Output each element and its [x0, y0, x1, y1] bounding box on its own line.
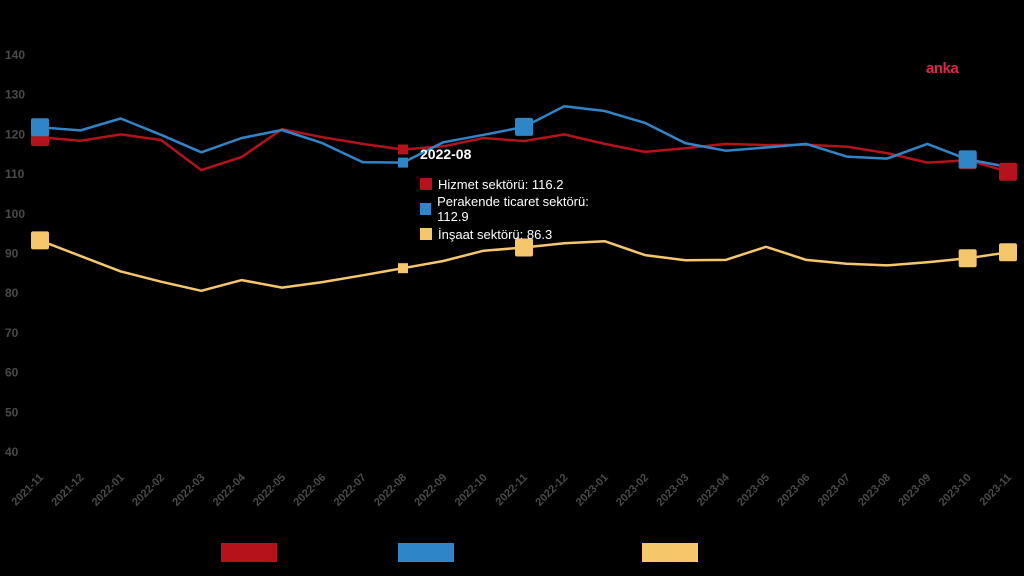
hover-marker-hizmet-sekt-r[interactable] [398, 144, 408, 155]
x-tick-label: 2022-01 [90, 472, 127, 509]
x-tick-label: 2022-11 [494, 472, 531, 509]
x-tick-label: 2021-11 [10, 472, 47, 509]
x-tick-label: 2022-04 [211, 471, 249, 509]
x-tick-label: 2022-10 [453, 472, 490, 509]
x-tick-label: 2023-06 [775, 472, 812, 509]
point-marker-perakende-ticaret-sekt-r[interactable] [515, 117, 533, 136]
y-tick-label: 120 [5, 127, 25, 141]
y-tick-label: 100 [5, 207, 25, 221]
tooltip-row-hizmet: Hizmet sektörü: 116.2 [420, 175, 563, 193]
legend-swatch-insaat[interactable] [642, 543, 698, 562]
point-marker-hizmet-sekt-r[interactable] [999, 162, 1017, 181]
tooltip-row-perakende: Perakende ticaret sektörü: 112.9 [420, 194, 610, 224]
tooltip-label-perakende: Perakende ticaret sektörü: 112.9 [437, 194, 589, 224]
y-tick-label: 40 [5, 445, 19, 459]
y-tick-label: 130 [5, 88, 25, 102]
tooltip-row-insaat: İnşaat sektörü: 86.3 [420, 225, 552, 243]
hover-marker-perakende-ticaret-sekt-r[interactable] [398, 157, 408, 168]
x-tick-label: 2022-06 [291, 472, 328, 509]
hover-marker-i-n-aat-sekt-r[interactable] [398, 263, 408, 274]
chart-tooltip: 2022-08 Hizmet sektörü: 116.2 Perakende … [410, 140, 610, 250]
x-tick-label: 2023-03 [654, 472, 691, 509]
tooltip-swatch-insaat [420, 228, 432, 240]
tooltip-swatch-perakende [420, 203, 432, 215]
x-tick-label: 2022-05 [251, 472, 288, 509]
x-tick-label: 2023-01 [574, 472, 611, 509]
x-axis: 2021-11 2021-12 2022-01 2022-02 2022-03 2022-… [10, 471, 1015, 509]
anka-logo: anka [926, 60, 959, 77]
tooltip-label-hizmet: Hizmet sektörü: 116.2 [438, 176, 564, 192]
x-tick-label: 2023-02 [614, 472, 651, 509]
series-line-hizmet-sekt-r [39, 127, 1009, 173]
x-tick-label: 2023-10 [937, 472, 974, 509]
point-marker-perakende-ticaret-sekt-r[interactable] [958, 150, 977, 169]
x-tick-label: 2023-07 [816, 472, 853, 509]
point-marker-i-n-aat-sekt-r[interactable] [958, 249, 977, 268]
series-markers [31, 117, 1017, 274]
y-axis: 40 50 60 70 80 90 100 110 120 130 140 [5, 48, 25, 459]
y-tick-label: 50 [5, 405, 19, 419]
point-marker-i-n-aat-sekt-r[interactable] [999, 243, 1017, 262]
x-tick-label: 2022-09 [412, 472, 449, 509]
x-tick-label: 2023-04 [695, 471, 733, 509]
legend-swatch-hizmet[interactable] [221, 543, 277, 562]
y-tick-label: 80 [5, 286, 19, 300]
point-marker-i-n-aat-sekt-r[interactable] [515, 238, 533, 257]
y-tick-label: 70 [5, 326, 19, 340]
point-marker-perakende-ticaret-sekt-r[interactable] [31, 118, 49, 137]
tooltip-swatch-hizmet [420, 178, 432, 190]
x-tick-label: 2022-12 [533, 472, 570, 509]
y-tick-label: 90 [5, 247, 19, 261]
y-tick-label: 140 [5, 48, 25, 62]
x-tick-label: 2022-07 [332, 472, 369, 509]
x-tick-label: 2022-02 [130, 472, 167, 509]
x-tick-label: 2023-11 [978, 472, 1015, 509]
tooltip-label-insaat: İnşaat sektörü: 86.3 [438, 226, 553, 242]
y-tick-label: 110 [5, 167, 25, 181]
x-tick-label: 2023-05 [735, 472, 772, 509]
legend-swatch-perakende[interactable] [398, 543, 454, 562]
x-tick-label: 2022-08 [372, 472, 409, 509]
x-tick-label: 2021-12 [49, 472, 86, 509]
y-tick-label: 60 [5, 366, 19, 380]
x-tick-label: 2023-08 [856, 472, 893, 509]
tooltip-title: 2022-08 [420, 146, 472, 162]
x-tick-label: 2023-09 [896, 472, 933, 509]
point-marker-i-n-aat-sekt-r[interactable] [31, 231, 49, 250]
x-tick-label: 2022-03 [170, 472, 207, 509]
